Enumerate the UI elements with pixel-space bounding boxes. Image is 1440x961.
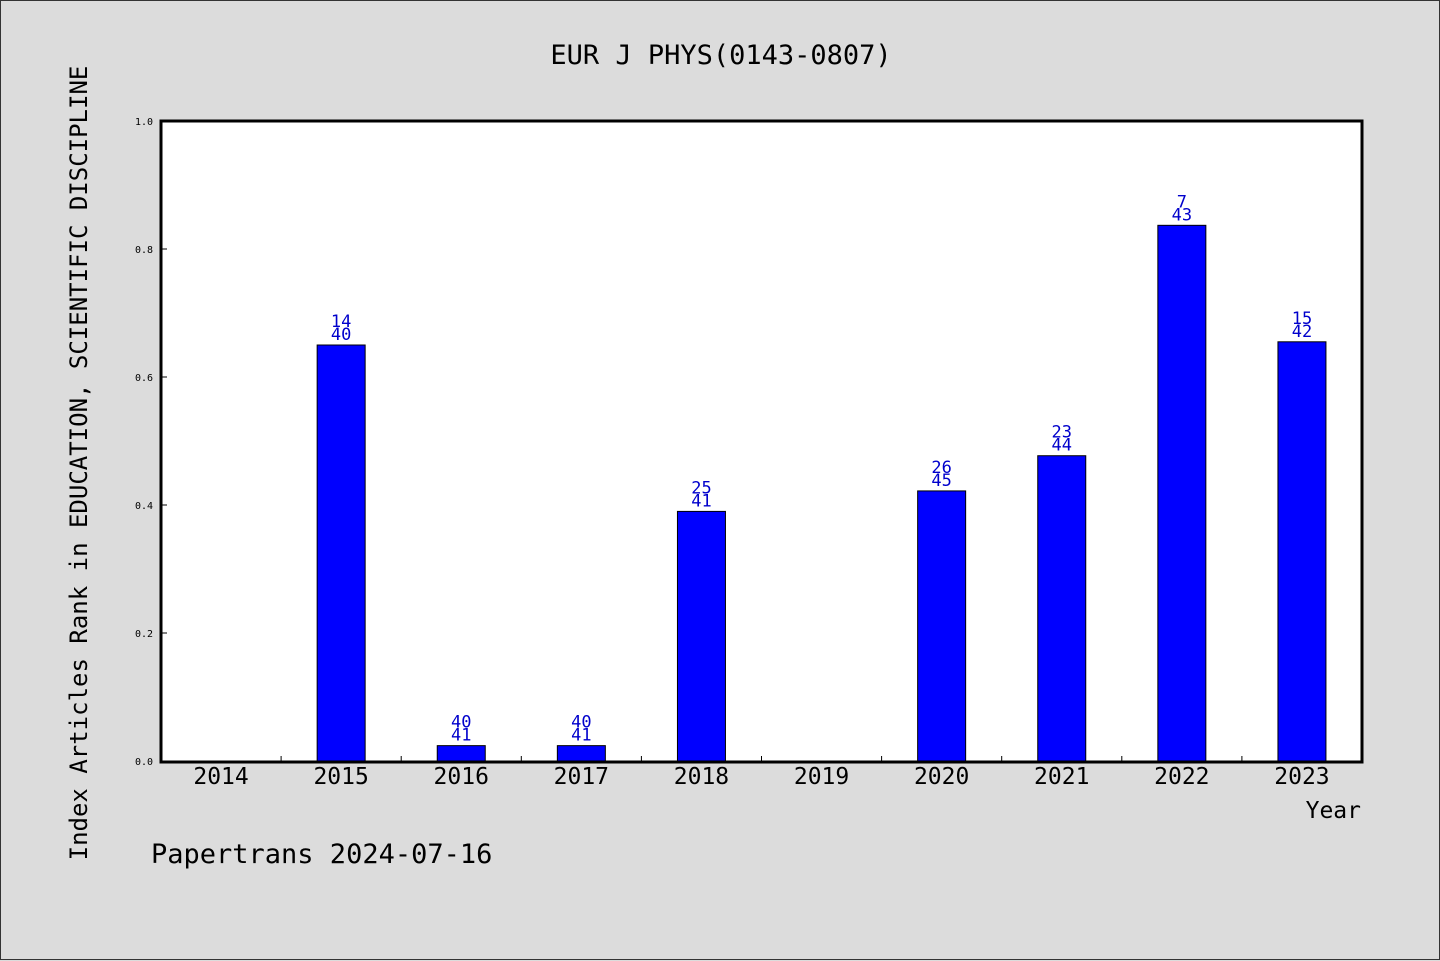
bar-label-total: 44 <box>1052 436 1072 456</box>
bar-2023 <box>1277 341 1327 762</box>
bar-label-rank: 25 <box>691 478 711 498</box>
bar-label-total: 41 <box>451 726 471 746</box>
bar-label-rank: 15 <box>1292 309 1312 329</box>
footer-text: Papertrans 2024-07-16 <box>151 839 492 870</box>
bar-2022 <box>1157 224 1207 762</box>
y-tick-label: 0.4 <box>135 501 153 512</box>
x-tick-label: 2014 <box>193 764 248 790</box>
x-tick-label: 2022 <box>1154 764 1209 790</box>
x-tick-label: 2018 <box>674 764 729 790</box>
y-tick-label: 1.0 <box>135 117 153 128</box>
bar-label-total: 43 <box>1172 205 1192 225</box>
y-axis: 0.0 0.2 0.4 0.6 0.8 1.0 <box>135 117 167 768</box>
bar-2017 <box>556 745 606 762</box>
bar-label-rank: 23 <box>1052 423 1072 443</box>
x-tick-label: 2016 <box>434 764 489 790</box>
bar-label-total: 41 <box>571 726 591 746</box>
bars <box>316 224 1327 762</box>
y-axis-label: Index Articles Rank in EDUCATION, SCIENT… <box>65 66 93 861</box>
bar-label-total: 45 <box>931 471 951 491</box>
x-tick-label: 2020 <box>914 764 969 790</box>
bar-label-rank: 26 <box>931 458 951 478</box>
chart-title: EUR J PHYS(0143-0807) <box>550 40 891 71</box>
y-tick-label: 0.2 <box>135 629 153 640</box>
x-tick-label: 2023 <box>1274 764 1329 790</box>
x-axis-label: Year <box>1306 798 1361 824</box>
bar-2021 <box>1037 455 1087 762</box>
bar-label-rank: 40 <box>451 713 471 733</box>
y-tick-label: 0.0 <box>135 757 153 768</box>
bar-label-total: 42 <box>1292 322 1312 342</box>
bar-label-rank: 14 <box>331 312 351 332</box>
bar-2016 <box>436 745 486 762</box>
bar-label-total: 40 <box>331 325 351 345</box>
x-tick-label: 2021 <box>1034 764 1089 790</box>
x-tick-label: 2017 <box>554 764 609 790</box>
bar-2018 <box>676 510 726 762</box>
x-tick-label: 2019 <box>794 764 849 790</box>
bar-label-rank: 7 <box>1177 192 1187 212</box>
bar-2020 <box>917 490 967 762</box>
bar-label-rank: 40 <box>571 713 591 733</box>
bar-2015 <box>316 344 366 762</box>
y-tick-label: 0.8 <box>135 245 153 256</box>
x-axis: 2014 2015 2016 2017 2018 2019 2020 2021 2022 2023 <box>193 756 1330 790</box>
y-tick-label: 0.6 <box>135 373 153 384</box>
bar-label-total: 41 <box>691 491 711 511</box>
x-tick-label: 2015 <box>313 764 368 790</box>
